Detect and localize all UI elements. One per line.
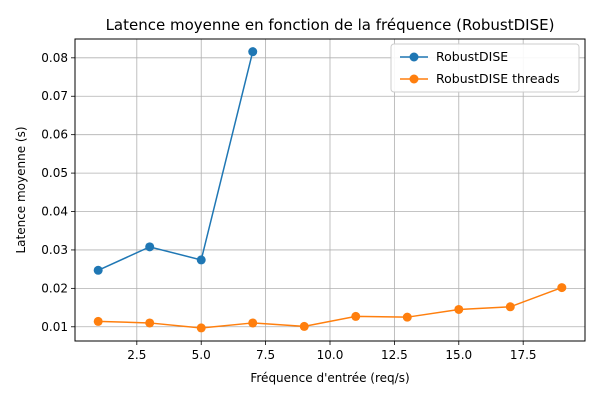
legend-box [390,43,580,93]
x-tick-label: 7.5 [256,348,275,362]
data-point-robustdise-threads [454,304,464,314]
data-point-robustdise-threads [145,318,155,328]
x-tick-label: 5.0 [192,348,211,362]
series-group [93,47,567,333]
legend-marker-robustdise [409,52,419,62]
data-point-robustdise-threads [248,318,258,328]
x-tick-label: 17.5 [510,348,537,362]
data-point-robustdise [196,255,206,265]
y-tick-label: 0.05 [41,166,68,180]
y-tick-label: 0.04 [41,205,68,219]
y-tick-label: 0.02 [41,281,68,295]
x-tick-label: 12.5 [381,348,408,362]
data-point-robustdise-threads [557,283,567,293]
x-tick-label: 2.5 [127,348,146,362]
series-line-robustdise-threads [98,286,563,329]
y-tick-label: 0.03 [41,243,68,257]
data-point-robustdise-threads [196,323,206,333]
legend-marker-robustdise-threads [409,74,419,84]
y-axis: 0.01 0.02 0.03 0.04 0.05 0.06 0.07 0.08 [41,51,75,334]
data-point-robustdise-threads [351,311,361,321]
data-point-robustdise [145,242,155,252]
x-tick-label: 15.0 [445,348,472,362]
legend: RobustDISE RobustDISE threads [390,43,580,93]
x-tick-label: 10.0 [317,348,344,362]
y-tick-label: 0.01 [41,320,68,334]
legend-label-robustdise-threads: RobustDISE threads [436,71,560,86]
y-tick-label: 0.08 [41,51,68,65]
series-line-robustdise [97,51,254,271]
data-point-robustdise-threads [402,312,412,322]
y-tick-label: 0.06 [41,128,68,142]
x-axis-label: Fréquence d'entrée (req/s) [250,371,409,385]
data-point-robustdise-threads [93,316,103,326]
chart-title: Latence moyenne en fonction de la fréque… [106,16,555,34]
x-axis: 2.5 5.0 7.5 10.0 12.5 15.0 17.5 [127,341,537,362]
y-axis-label: Latence moyenne (s) [14,126,28,253]
data-point-robustdise-threads [299,321,309,331]
legend-label-robustdise: RobustDISE [436,49,508,64]
data-point-robustdise-threads [505,302,515,312]
y-tick-label: 0.07 [41,89,68,103]
data-point-robustdise [248,47,258,57]
data-point-robustdise [93,265,103,275]
